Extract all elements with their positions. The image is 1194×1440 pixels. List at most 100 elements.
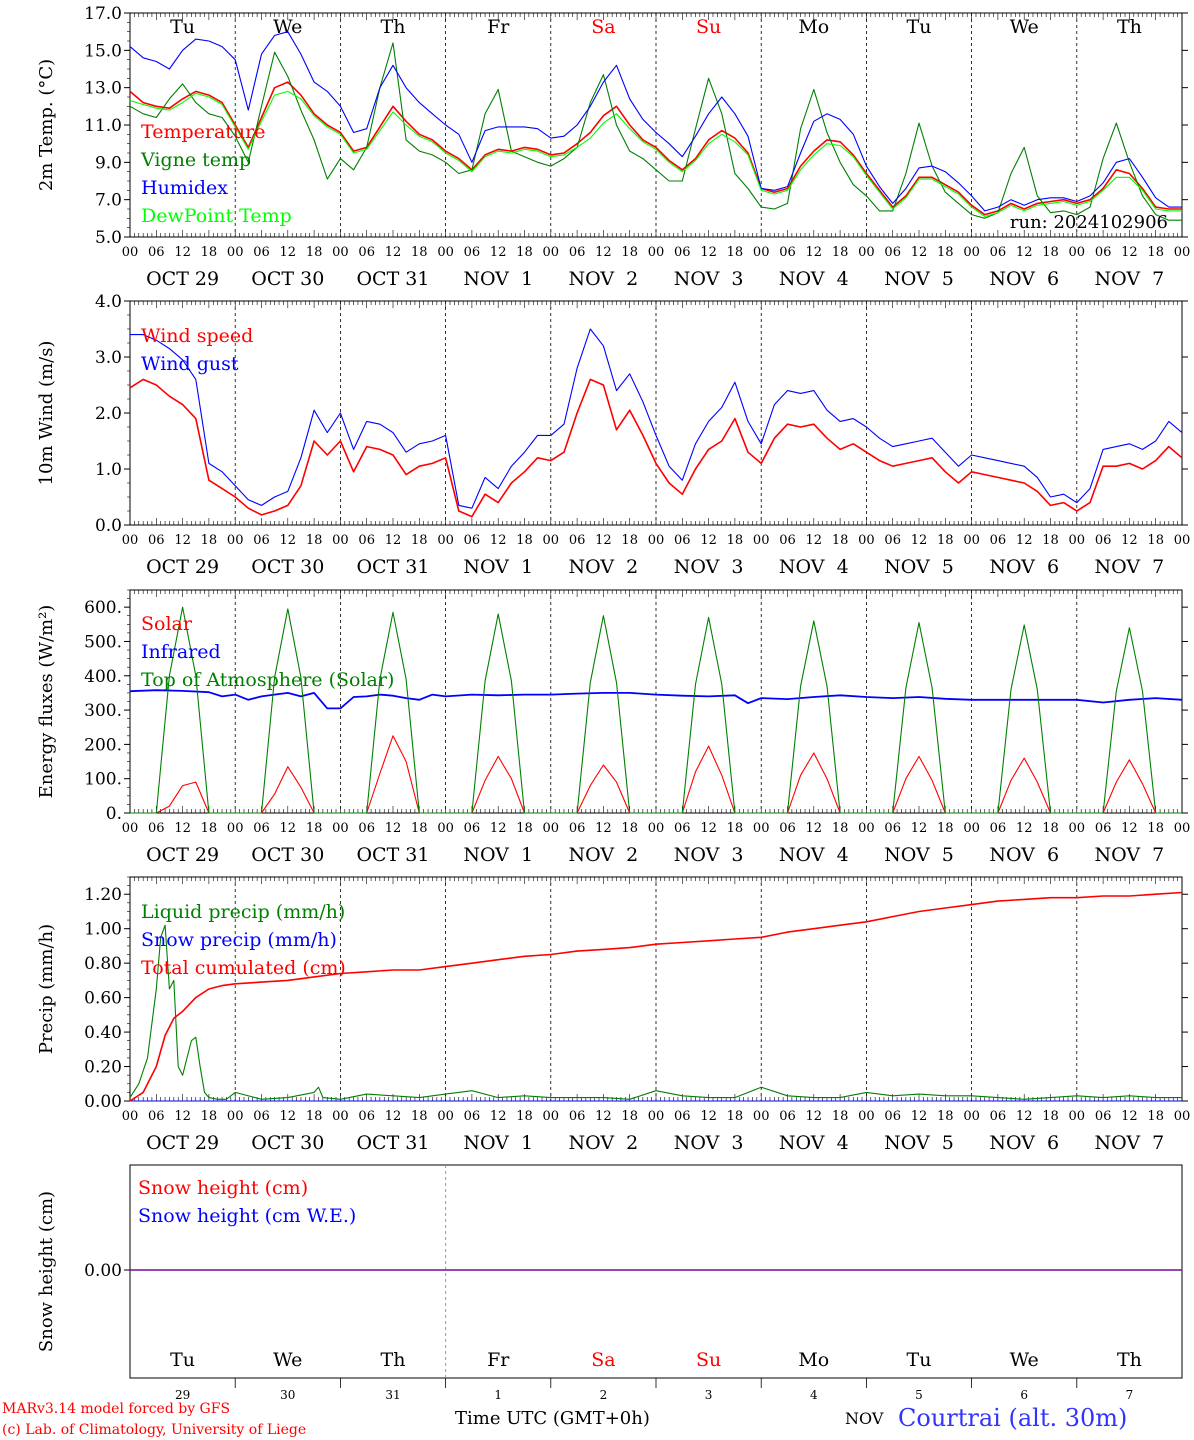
hour-label: 12: [385, 245, 402, 260]
hour-label: 00: [963, 245, 980, 260]
hour-label: 18: [621, 245, 638, 260]
hour-label: 18: [937, 1109, 954, 1124]
date-label: NOV 7: [1095, 844, 1165, 866]
date-label: NOV 6: [989, 556, 1059, 578]
legend-entry: Snow precip (mm/h): [141, 929, 337, 951]
hour-label: 18: [201, 821, 218, 836]
hour-label: 12: [595, 821, 612, 836]
weekday-label: Th: [381, 1349, 406, 1371]
y-axis-label: Energy fluxes (W/m²): [36, 605, 57, 799]
legend-entry: Top of Atmosphere (Solar): [141, 669, 394, 691]
hour-label: 12: [490, 533, 507, 548]
hour-label: 00: [543, 533, 560, 548]
weekday-label: Mo: [798, 16, 829, 38]
hour-label: 18: [306, 1109, 323, 1124]
date-label: OCT 31: [356, 844, 429, 866]
hour-label: 06: [148, 821, 165, 836]
location-label: Courtrai (alt. 30m): [898, 1404, 1127, 1432]
credit-lab: (c) Lab. of Climatology, University of L…: [2, 1422, 306, 1438]
y-tick-label: 0.20: [84, 1058, 122, 1078]
y-tick-label: 0.40: [84, 1023, 122, 1043]
hour-label: 00: [543, 821, 560, 836]
hour-label: 18: [1042, 245, 1059, 260]
legend-entry: Snow height (cm W.E.): [138, 1205, 356, 1227]
hour-label: 12: [911, 821, 928, 836]
hour-label: 18: [621, 1109, 638, 1124]
hour-label: 00: [963, 821, 980, 836]
hour-label: 06: [358, 245, 375, 260]
hour-label: 12: [700, 821, 717, 836]
date-label: OCT 30: [251, 844, 324, 866]
date-label: NOV 4: [779, 844, 849, 866]
date-label: NOV 4: [779, 268, 849, 290]
y-tick-label: 100.: [84, 770, 122, 790]
hour-label: 06: [990, 1109, 1007, 1124]
hour-label: 00: [858, 1109, 875, 1124]
hour-label: 00: [1069, 821, 1086, 836]
hour-label-end: 00: [1174, 821, 1191, 836]
hour-label: 00: [332, 821, 349, 836]
hour-label: 06: [148, 533, 165, 548]
hour-label: 12: [280, 821, 297, 836]
series-line-total-cumulated-cm-: [129, 891, 1183, 1102]
hour-label: 06: [148, 1109, 165, 1124]
hour-label: 12: [1016, 533, 1033, 548]
weekday-label: Tu: [907, 1349, 932, 1371]
legend-entry: DewPoint Temp: [141, 205, 292, 227]
hour-label: 18: [201, 245, 218, 260]
weekday-label: Tu: [170, 1349, 195, 1371]
hour-label: 06: [779, 1109, 796, 1124]
hour-label: 00: [858, 245, 875, 260]
hour-label: 00: [648, 821, 665, 836]
hour-label: 00: [122, 1109, 139, 1124]
hour-label: 18: [832, 533, 849, 548]
date-label: OCT 29: [146, 844, 219, 866]
day-number-label: 7: [1126, 1388, 1134, 1402]
weekday-label: We: [273, 16, 302, 38]
y-tick-label: 7.0: [95, 191, 122, 211]
hour-label: 18: [937, 533, 954, 548]
y-tick-label: 3.0: [95, 348, 122, 368]
hour-label: 06: [569, 533, 586, 548]
weekday-label: Tu: [907, 16, 932, 38]
hour-label: 12: [174, 1109, 191, 1124]
hour-label: 12: [385, 821, 402, 836]
hour-label: 06: [884, 1109, 901, 1124]
hour-label: 12: [806, 533, 823, 548]
hour-label: 00: [227, 245, 244, 260]
hour-label: 18: [306, 245, 323, 260]
weekday-label: We: [1010, 1349, 1039, 1371]
date-label: NOV 5: [884, 556, 954, 578]
date-label: NOV 7: [1095, 1132, 1165, 1154]
hour-label: 06: [674, 533, 691, 548]
hour-label: 06: [779, 533, 796, 548]
day-number-label: 5: [915, 1388, 923, 1402]
hour-label: 18: [832, 245, 849, 260]
hour-label: 12: [1016, 245, 1033, 260]
hour-label: 06: [148, 245, 165, 260]
hour-label: 12: [911, 245, 928, 260]
hour-label: 12: [280, 533, 297, 548]
y-axis-label: 10m Wind (m/s): [36, 341, 57, 486]
legend-entry: Wind gust: [141, 353, 239, 375]
hour-label: 18: [832, 821, 849, 836]
hour-label: 18: [937, 245, 954, 260]
date-label: NOV 3: [674, 1132, 744, 1154]
hour-label: 12: [280, 245, 297, 260]
weekday-label: Sa: [591, 1349, 615, 1371]
hour-label: 00: [753, 821, 770, 836]
weekday-label: Fr: [487, 16, 510, 38]
hour-label: 00: [1069, 245, 1086, 260]
hour-label: 00: [1069, 1109, 1086, 1124]
y-tick-label: 0.0: [95, 516, 122, 536]
y-tick-label: 11.0: [84, 116, 122, 136]
date-label: NOV 2: [569, 556, 639, 578]
hour-label: 12: [174, 533, 191, 548]
hour-label: 06: [884, 533, 901, 548]
month-label: NOV: [845, 1409, 884, 1428]
y-tick-label: 9.0: [95, 153, 122, 173]
hour-label: 00: [332, 245, 349, 260]
hour-label: 06: [990, 533, 1007, 548]
date-label: OCT 29: [146, 556, 219, 578]
